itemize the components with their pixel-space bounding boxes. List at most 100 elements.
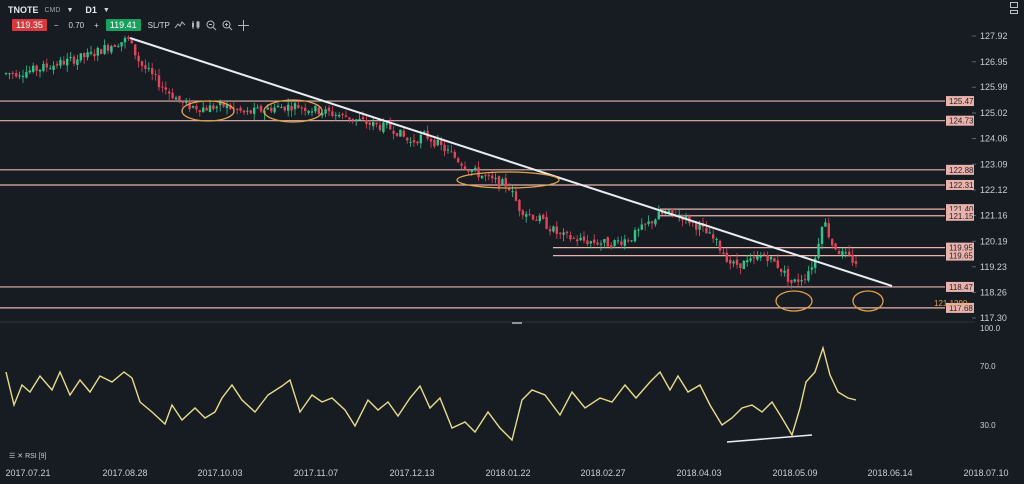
candle-body [657,211,660,220]
timeframe-label[interactable]: D1 [85,5,97,15]
candle-body [28,70,31,73]
candle-body [25,71,28,78]
candle-body [62,60,65,65]
sell-price-button[interactable]: 119.35 [12,19,47,31]
candles-icon[interactable] [190,19,202,31]
candle-body [708,232,711,234]
candle-body [423,131,426,133]
candle-body [42,63,45,71]
candle-body [290,106,293,111]
candle-body [718,240,722,251]
candle-body [355,119,358,121]
candle-body [620,241,623,245]
candle-body [49,68,52,70]
timeframe-dropdown-icon[interactable]: ▼ [102,6,110,14]
chart-toolbar: TNOTE CMD ▼ D1 ▼ 119.35 − 0.70 + 119.41 … [0,0,1024,36]
mode-dropdown-icon[interactable]: ▼ [66,6,74,14]
level-price-badge [946,302,974,313]
candle-body [52,65,55,71]
candle-body [705,227,708,234]
candle-body [266,107,269,110]
candle-body [739,263,742,269]
candle-body [4,73,8,75]
rsi-tick-label: 70.0 [980,362,996,371]
spread-value: 0.70 [68,20,85,30]
rsi-name: RSI [9] [25,453,47,460]
low-ellipse [775,290,813,312]
candle-body [198,110,201,112]
candle-body [484,175,487,177]
candle-body [548,229,552,232]
candle-body [613,240,616,246]
date-tick-label: 2018.04.03 [676,468,722,478]
candle-body [76,59,79,65]
menu-icon[interactable]: ☰ [9,453,16,460]
buy-price-button[interactable]: 119.41 [105,19,141,31]
candle-body [15,73,18,77]
candle-body [667,210,671,213]
candle-body [491,175,494,179]
mode-label[interactable]: CMD [44,6,61,14]
candle-body [385,123,388,125]
candle-body [793,279,796,282]
window-controls [1010,2,1018,14]
candle-body [106,45,110,51]
price-tick-label: 122.12 [980,185,1008,195]
candle-body [239,107,242,111]
candle-body [559,232,562,234]
date-tick-label: 2018.06.14 [867,468,913,478]
candle-body [140,61,144,66]
candle-body [746,260,749,263]
zoom-in-icon[interactable] [222,19,234,31]
maximize-icon[interactable] [1010,2,1018,8]
candle-body [395,133,399,136]
plus-button[interactable]: + [94,20,99,30]
date-tick-label: 2018.01.22 [485,468,531,478]
candle-body [232,107,235,109]
candle-body [463,166,467,169]
candle-body [259,105,263,112]
candle-body [480,175,484,179]
line-chart-icon[interactable] [174,19,186,31]
candle-body [406,137,409,141]
candle-body [185,101,188,104]
candle-body [45,63,48,68]
candle-body [807,271,810,281]
restore-icon[interactable] [1010,10,1018,14]
date-tick-label: 2017.07.21 [5,468,51,478]
candle-body [616,240,620,242]
level-price-badge [946,242,974,253]
candle-body [803,279,807,281]
sltp-button[interactable]: SL/TP [147,20,170,30]
symbol-name[interactable]: TNOTE [8,5,39,15]
candle-body [242,110,246,113]
candle-body [627,240,630,242]
candle-body [55,63,59,66]
crosshair-icon[interactable] [238,19,250,31]
level-price-label: 121.15 [949,212,974,221]
candle-body [820,226,824,244]
candle-body [749,258,752,261]
candle-body [100,49,103,55]
candle-body [147,68,150,70]
minus-button[interactable]: − [53,20,59,30]
candle-body [134,44,137,56]
candle-body [96,47,99,56]
candle-body [851,254,854,263]
candle-body [752,257,756,259]
zoom-out-icon[interactable] [206,19,218,31]
close-icon[interactable]: ✕ [17,453,24,460]
candle-body [225,104,229,109]
rsi-line [5,345,857,442]
rsi-indicator-label[interactable]: ☰ ✕ RSI [9] [9,452,46,460]
candle-body [460,163,463,166]
candle-body [715,238,718,240]
candle-body [514,191,518,201]
candle-body [817,243,820,259]
candle-body [433,139,436,147]
candle-body [215,106,218,109]
level-price-badge [946,204,974,215]
date-tick-label: 2017.11.07 [293,468,339,478]
candle-body [576,239,579,242]
